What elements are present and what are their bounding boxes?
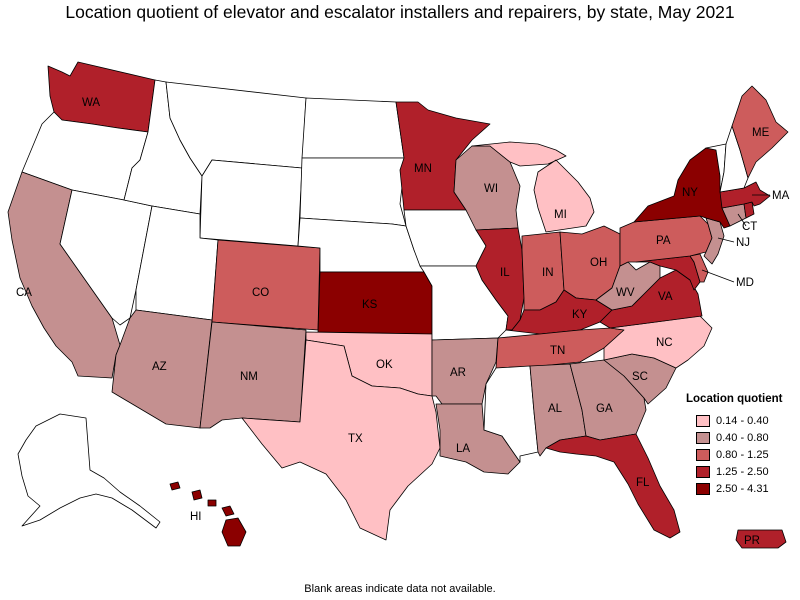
label-mn: MN	[414, 163, 432, 175]
state-nj[interactable]	[703, 217, 725, 265]
state-tx[interactable]	[241, 339, 441, 541]
label-md: MD	[736, 277, 754, 289]
label-wv: WV	[616, 287, 635, 299]
state-co[interactable]	[211, 239, 321, 331]
legend-swatch	[696, 431, 710, 444]
state-sd[interactable]	[299, 157, 407, 227]
legend-label: 0.14 - 0.40	[716, 414, 769, 427]
label-in: IN	[542, 267, 554, 279]
state-hi[interactable]	[207, 499, 217, 507]
state-ri[interactable]	[743, 201, 755, 219]
state-nm[interactable]	[199, 321, 307, 429]
label-tn: TN	[550, 345, 565, 357]
map-title: Location quotient of elevator and escala…	[65, 2, 735, 22]
label-nc: NC	[656, 337, 673, 349]
label-ct: CT	[742, 221, 757, 233]
label-mi: MI	[554, 209, 567, 221]
state-de[interactable]	[689, 253, 709, 283]
legend-swatch	[696, 448, 710, 461]
legend-swatch	[696, 465, 710, 478]
label-la: LA	[456, 443, 470, 455]
state-hi[interactable]	[191, 489, 203, 501]
label-az: AZ	[152, 361, 167, 373]
state-mi[interactable]	[471, 141, 595, 233]
legend: Location quotient 0.14 - 0.40 0.40 - 0.8…	[686, 393, 798, 497]
state-pr[interactable]	[735, 529, 787, 549]
legend-item: 0.80 - 1.25	[686, 446, 798, 463]
legend-item: 1.25 - 2.50	[686, 463, 798, 480]
state-ky[interactable]	[505, 289, 613, 335]
legend-label: 0.80 - 1.25	[716, 448, 769, 461]
state-hi[interactable]	[221, 505, 235, 517]
label-ky: KY	[572, 309, 588, 321]
legend-item: 0.14 - 0.40	[686, 412, 798, 429]
state-fl[interactable]	[545, 433, 681, 539]
legend-label: 0.40 - 0.80	[716, 431, 769, 444]
label-ar: AR	[450, 367, 466, 379]
state-la[interactable]	[435, 403, 521, 475]
label-hi: HI	[190, 511, 202, 523]
label-pa: PA	[656, 235, 671, 247]
state-ak[interactable]	[17, 413, 161, 529]
label-tx: TX	[348, 433, 363, 445]
legend-title: Location quotient	[686, 393, 783, 405]
legend-label: 1.25 - 2.50	[716, 465, 769, 478]
state-hi[interactable]	[169, 481, 181, 491]
label-me: ME	[752, 127, 770, 139]
state-nc[interactable]	[603, 315, 713, 369]
label-co: CO	[252, 287, 269, 299]
legend-item: 0.40 - 0.80	[686, 429, 798, 446]
state-hi[interactable]	[221, 517, 247, 547]
label-wa: WA	[82, 97, 100, 109]
label-ok: OK	[376, 359, 393, 371]
label-ma: MA	[772, 190, 790, 202]
label-al: AL	[548, 403, 563, 415]
label-ny: NY	[682, 187, 698, 199]
legend-swatch	[696, 414, 710, 427]
label-oh: OH	[590, 257, 607, 269]
state-me[interactable]	[731, 85, 789, 179]
state-nd[interactable]	[301, 97, 405, 159]
label-il: IL	[500, 267, 510, 279]
state-ma[interactable]	[719, 181, 771, 209]
label-sc: SC	[632, 371, 648, 383]
label-pr: PR	[744, 535, 760, 547]
label-va: VA	[658, 291, 673, 303]
legend-item: 2.50 - 4.31	[686, 480, 798, 497]
legend-label: 2.50 - 4.31	[716, 482, 769, 495]
label-wi: WI	[484, 183, 498, 195]
state-wy[interactable]	[199, 159, 303, 247]
label-ca: CA	[16, 287, 32, 299]
label-ks: KS	[362, 299, 378, 311]
legend-swatch	[696, 482, 710, 495]
label-ga: GA	[596, 403, 613, 415]
footnote: Blank areas indicate data not available.	[304, 583, 496, 595]
label-nj: NJ	[736, 237, 750, 249]
label-nm: NM	[240, 371, 258, 383]
label-fl: FL	[636, 477, 650, 489]
